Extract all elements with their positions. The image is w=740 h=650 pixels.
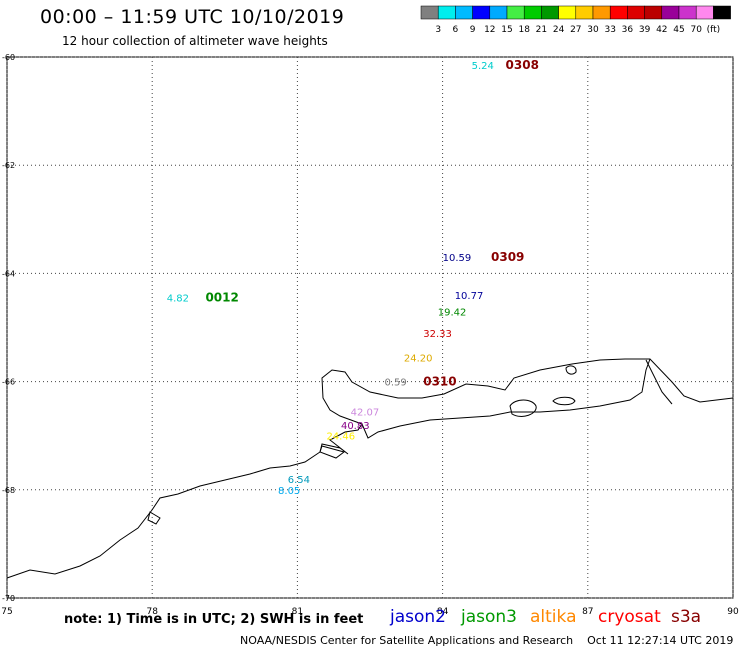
lat-tick-label: -68 [2,486,15,495]
legend-jason2: jason2 [390,607,446,627]
wave-height-label: 24.20 [404,353,433,364]
colorbar-label: 36 [622,25,634,35]
colorbar-label: 18 [518,25,530,35]
legend-cryosat: cryosat [598,607,661,627]
colorbar-label: 33 [604,25,615,35]
island [552,396,576,406]
wave-height-label: 10.77 [455,291,484,302]
wave-height-label: 10.59 [443,253,472,264]
coastline-inlet [645,359,673,405]
footer-credit: NOAA/NESDIS Center for Satellite Applica… [240,634,733,647]
lon-tick-label: 75 [1,607,12,617]
colorbar-label: 39 [639,25,651,35]
wave-height-label: 4.82 [167,294,189,305]
lon-tick-label: 84 [437,607,449,617]
island [319,445,346,459]
island [147,511,161,525]
wave-height-label: 40.83 [341,421,370,432]
map-subtitle: 12 hour collection of altimeter wave hei… [62,34,328,48]
colorbar-label: (ft) [707,25,721,35]
time-label: 0012 [205,291,238,305]
timestamp-text: Oct 11 12:27:14 UTC 2019 [587,634,734,647]
colorbar-label: 3 [435,25,441,35]
lat-tick-label: -62 [2,161,15,170]
footer-note: note: 1) Time is in UTC; 2) SWH is in fe… [64,612,364,627]
wave-height-label: 8.05 [278,486,300,497]
colorbar-label: 30 [587,25,599,35]
lat-tick-label: -64 [2,269,15,278]
legend-jason3: jason3 [461,607,517,627]
ice-shelf-edge [361,358,651,439]
colorbar-label: 42 [656,25,667,35]
map-frame [6,56,734,599]
credit-text: NOAA/NESDIS Center for Satellite Applica… [240,634,574,647]
wave-height-label: 32.33 [423,329,452,340]
lat-tick-label: -70 [2,594,15,603]
colorbar-label: 24 [553,25,565,35]
colorbar-label: 45 [673,25,684,35]
colorbar-swatch [713,5,731,20]
time-label: 0310 [423,375,456,389]
colorbar-label: 21 [536,25,547,35]
wave-height-label: 0.59 [385,378,407,389]
colorbar-label: 15 [501,25,512,35]
lon-tick-label: 78 [146,607,158,617]
time-label: 0309 [491,250,524,264]
legend-s3a: s3a [671,607,702,627]
time-label: 0308 [506,58,539,72]
colorbar-label: 12 [484,25,495,35]
colorbar-label: 9 [470,25,476,35]
coastline [6,358,734,579]
colorbar-label: 27 [570,25,581,35]
lon-tick-label: 81 [292,607,303,617]
lon-tick-label: 87 [582,607,593,617]
colorbar-label: 6 [453,25,459,35]
wave-height-label: 5.24 [472,61,494,72]
colorbar-label: 70 [690,25,702,35]
wave-height-label: 42.07 [351,407,380,418]
island [565,365,577,375]
wave-height-label: 6.54 [288,475,310,486]
wave-height-label: 24.46 [326,432,355,443]
lat-tick-label: -60 [2,53,15,62]
legend-altika: altika [530,607,577,627]
colorbar: 3 6 9 12 15 18 21 24 27 30 33 36 39 42 45 70 (ft) [420,5,731,35]
lat-tick-label: -66 [2,378,15,387]
island [509,399,537,417]
lon-tick-label: 90 [727,607,739,617]
map-title: 00:00 – 11:59 UTC 10/10/2019 [40,6,345,28]
wave-height-label: 19.42 [438,307,467,318]
